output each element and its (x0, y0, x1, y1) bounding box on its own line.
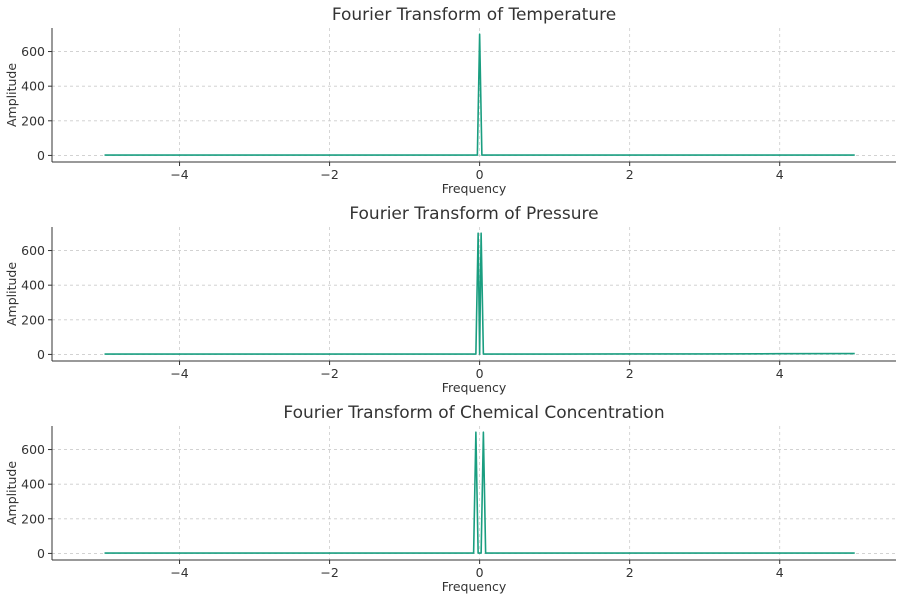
x-tick-label: 2 (626, 366, 634, 381)
y-tick-label: 200 (21, 113, 45, 128)
subplot-1: −4 −2 0 2 4 0 200 400 600 Fourier Transform of Te… (4, 5, 896, 196)
x-tick-label: −4 (170, 565, 188, 580)
series-line (104, 33, 855, 156)
y-tick-label: 600 (21, 44, 45, 59)
chart-title: Fourier Transform of Chemical Concentrat… (283, 403, 664, 423)
series-line (104, 232, 855, 355)
y-tick-label: 400 (21, 477, 45, 492)
x-tick-label: −4 (170, 366, 188, 381)
subplot-3: −4 −2 0 2 4 0 200 400 600 Fourier Transform of Ch… (4, 403, 896, 594)
y-tick-label: 400 (21, 79, 45, 94)
x-tick-label: 0 (476, 167, 484, 182)
y-tick-label: 0 (37, 148, 45, 163)
x-tick-label: 0 (476, 565, 484, 580)
x-tick-label: 4 (776, 565, 784, 580)
x-tick-label: 0 (476, 366, 484, 381)
x-axis-label: Frequency (442, 380, 507, 395)
x-tick-label: −4 (170, 167, 188, 182)
y-axis-label: Amplitude (4, 461, 19, 525)
x-tick-label: 2 (626, 167, 634, 182)
y-axis-label: Amplitude (4, 262, 19, 326)
chart-title: Fourier Transform of Temperature (332, 5, 616, 25)
y-tick-label: 600 (21, 243, 45, 258)
x-axis-label: Frequency (442, 181, 507, 196)
chart-title: Fourier Transform of Pressure (349, 204, 598, 224)
x-tick-label: 4 (776, 167, 784, 182)
y-tick-label: 0 (37, 347, 45, 362)
subplot-2: −4 −2 0 2 4 0 200 400 600 Fourier Transform of Pr… (4, 204, 896, 395)
x-tick-label: −2 (320, 366, 338, 381)
y-tick-label: 200 (21, 312, 45, 327)
y-tick-label: 400 (21, 278, 45, 293)
x-tick-label: −2 (320, 167, 338, 182)
x-tick-label: 4 (776, 366, 784, 381)
series-line (104, 431, 855, 554)
x-axis-label: Frequency (442, 579, 507, 594)
y-tick-label: 0 (37, 546, 45, 561)
y-axis-label: Amplitude (4, 63, 19, 127)
x-tick-label: 2 (626, 565, 634, 580)
y-tick-label: 600 (21, 442, 45, 457)
x-tick-label: −2 (320, 565, 338, 580)
y-tick-label: 200 (21, 511, 45, 526)
